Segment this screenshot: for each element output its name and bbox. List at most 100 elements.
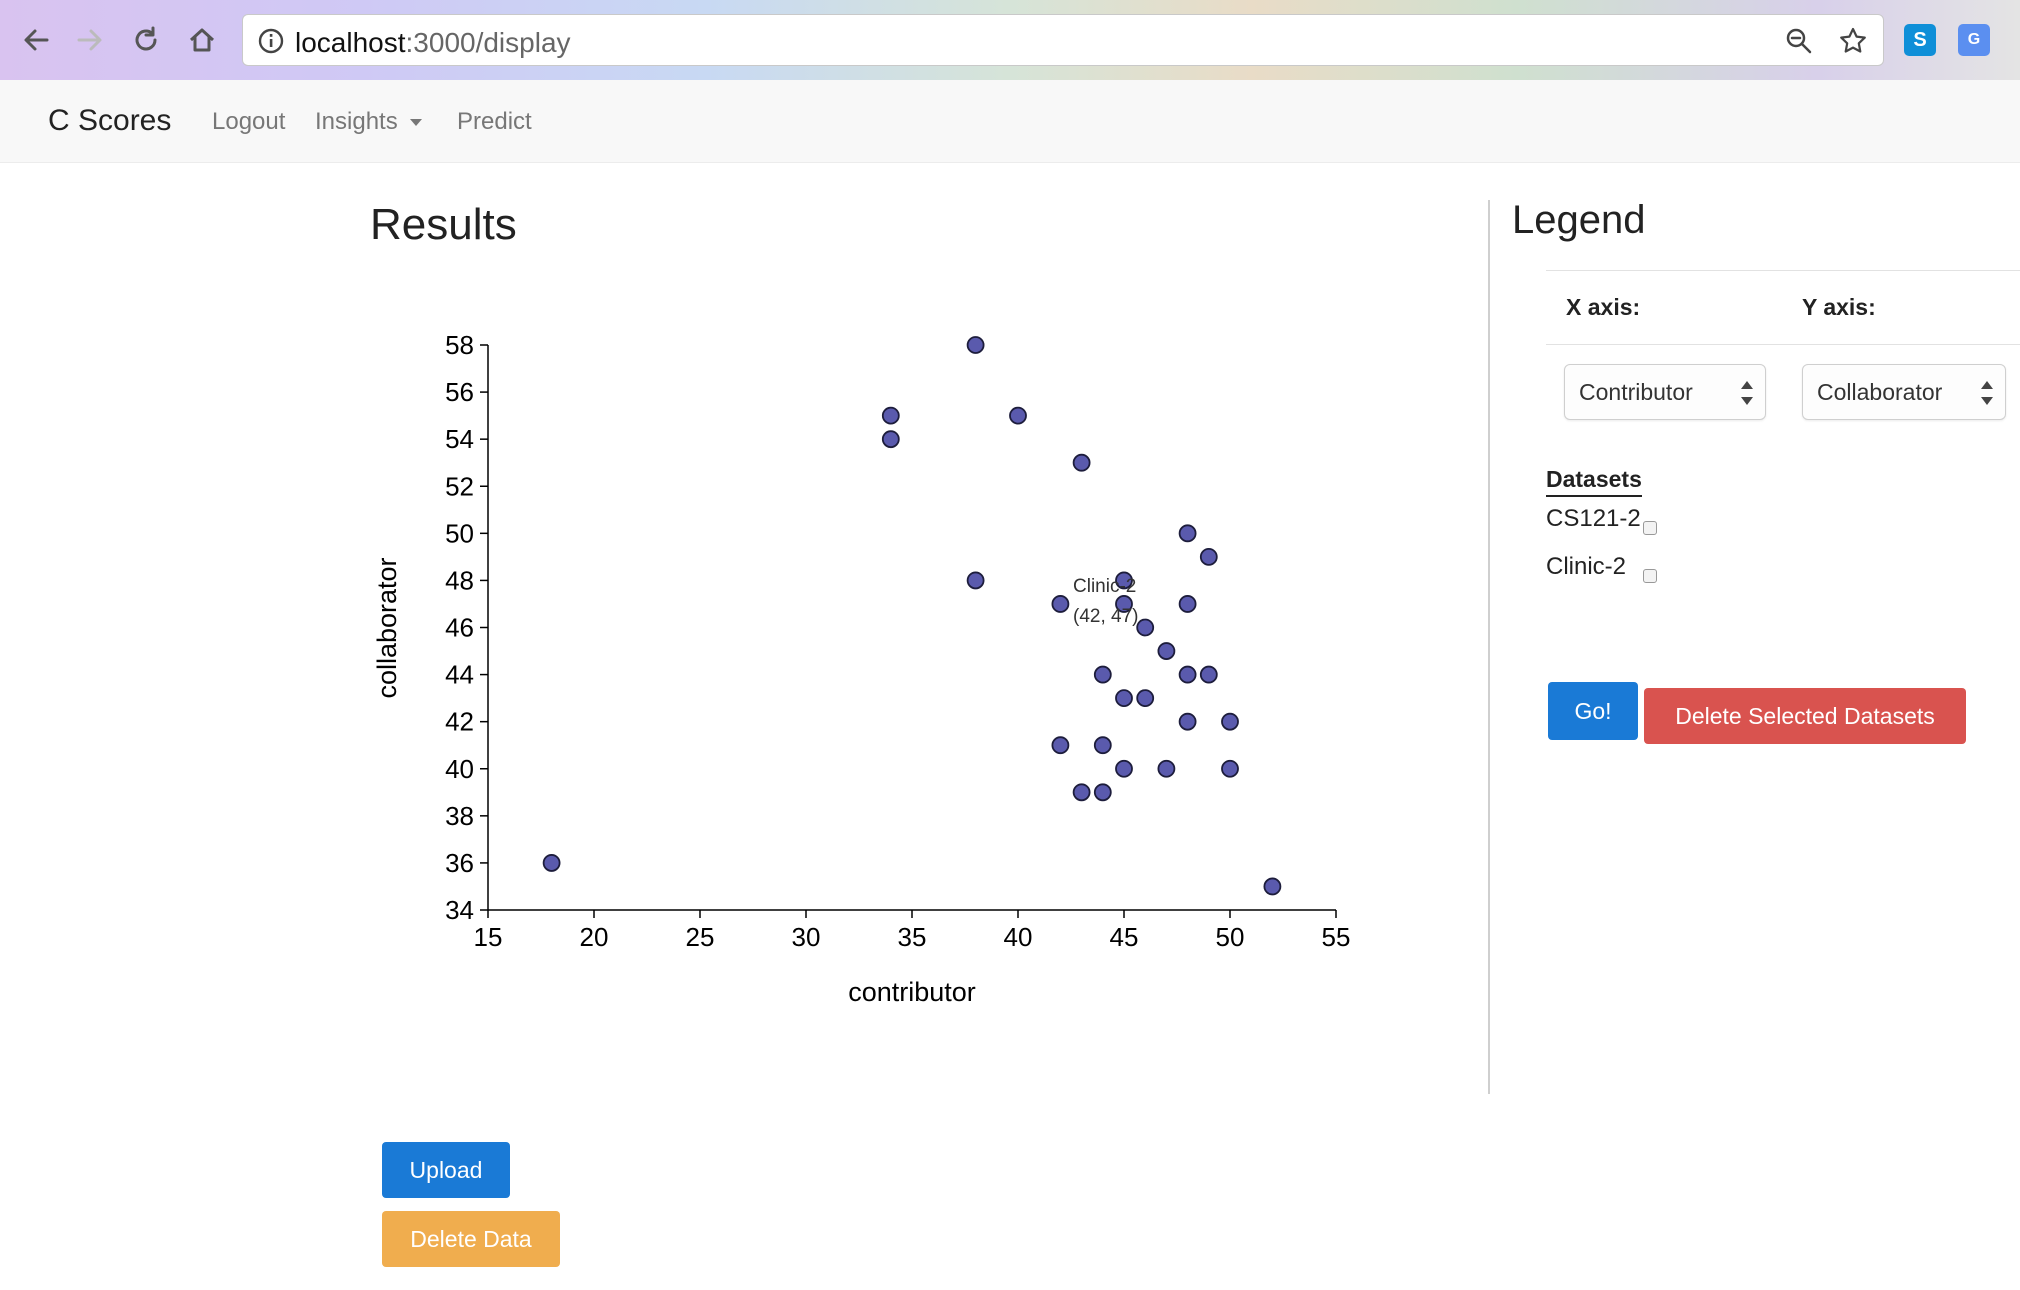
reload-icon[interactable] — [128, 22, 164, 58]
nav-predict[interactable]: Predict — [457, 108, 532, 135]
y-tick-label: 34 — [445, 895, 474, 925]
y-tick-label: 38 — [445, 801, 474, 831]
legend-title: Legend — [1512, 198, 1646, 242]
scatter-point[interactable] — [1093, 665, 1112, 684]
scatter-point[interactable] — [1093, 736, 1112, 755]
y-tick-label: 46 — [445, 613, 474, 643]
app-navbar: C Scores Logout Insights Predict — [0, 80, 2020, 163]
y-tick-label: 56 — [445, 377, 474, 407]
nav-insights-label: Insights — [315, 108, 398, 135]
y-axis-title: collaborator — [372, 557, 402, 698]
browser-chrome: localhost:3000/display S G — [0, 0, 2020, 80]
dataset-label-clinic: Clinic-2 — [1546, 553, 1627, 580]
scatter-point[interactable] — [1115, 595, 1133, 613]
y-tick-label: 50 — [445, 518, 474, 548]
bookmark-star-icon[interactable] — [1835, 23, 1871, 59]
x-axis-title: contributor — [848, 977, 976, 1007]
dataset-checkbox-cs121[interactable] — [1643, 521, 1657, 535]
y-tick-label: 40 — [445, 754, 474, 784]
back-arrow-icon[interactable] — [18, 22, 54, 58]
scatter-point[interactable] — [1157, 642, 1176, 660]
point-tooltip: Clinic-2 (42, 47) — [1073, 576, 1138, 627]
scatter-point[interactable] — [1093, 783, 1112, 802]
x-tick-label: 35 — [898, 922, 927, 952]
y-axis: 34 36 38 40 42 44 46 48 50 52 54 56 58 — [445, 330, 489, 925]
datasets-heading: Datasets — [1546, 466, 1642, 497]
y-tick-label: 58 — [445, 330, 474, 360]
x-tick-label: 55 — [1322, 922, 1351, 952]
scatter-chart: 34 36 38 40 42 44 46 48 50 52 54 56 58 15 20 25 30 35 40 4… — [372, 330, 1351, 1007]
scatter-point[interactable] — [1263, 877, 1282, 896]
nav-insights-dropdown[interactable]: Insights — [315, 108, 422, 136]
scatter-point[interactable] — [881, 430, 900, 449]
y-tick-label: 48 — [445, 565, 474, 595]
scatter-points — [542, 336, 1282, 896]
scatter-point[interactable] — [1136, 689, 1155, 708]
address-bar[interactable]: localhost:3000/display — [242, 14, 1884, 66]
info-icon[interactable] — [257, 27, 285, 60]
nav-logout[interactable]: Logout — [212, 108, 286, 135]
y-tick-label: 54 — [445, 424, 474, 454]
scatter-point[interactable] — [1009, 406, 1027, 425]
x-tick-label: 40 — [1004, 922, 1033, 952]
x-tick-label: 20 — [580, 922, 609, 952]
go-button[interactable]: Go! — [1548, 682, 1638, 740]
scatter-point[interactable] — [1115, 759, 1133, 778]
scatter-point[interactable] — [1199, 547, 1218, 566]
y-axis-label: Y axis: — [1802, 294, 1876, 320]
x-axis-select-value: Contributor — [1579, 379, 1693, 405]
translate-extension-icon[interactable]: G — [1958, 24, 1990, 56]
scatter-point[interactable] — [542, 854, 561, 872]
y-tick-label: 52 — [445, 471, 474, 501]
url-host: localhost — [295, 27, 406, 58]
home-icon[interactable] — [184, 22, 220, 58]
results-title: Results — [370, 200, 517, 249]
x-tick-label: 45 — [1110, 922, 1139, 952]
brand-link[interactable]: C Scores — [48, 104, 172, 137]
upload-button[interactable]: Upload — [382, 1142, 510, 1198]
scatter-point[interactable] — [1051, 595, 1070, 613]
scatter-point[interactable] — [881, 406, 900, 425]
scatter-point[interactable] — [1051, 736, 1070, 755]
caret-down-icon — [409, 119, 422, 127]
x-axis-label: X axis: — [1566, 294, 1641, 320]
y-tick-label: 36 — [445, 848, 474, 878]
x-axis-select[interactable]: Contributor — [1564, 364, 1766, 420]
y-axis-select-value: Collaborator — [1817, 379, 1943, 405]
delete-selected-datasets-button[interactable]: Delete Selected Datasets — [1644, 688, 1966, 744]
select-arrows-icon — [1981, 381, 1993, 405]
scatter-point[interactable] — [1221, 759, 1239, 778]
x-tick-label: 50 — [1216, 922, 1245, 952]
scatter-point[interactable] — [1178, 595, 1197, 613]
scatter-point[interactable] — [1157, 759, 1176, 778]
vertical-divider — [1488, 200, 1490, 1094]
scatter-point[interactable] — [1221, 712, 1239, 731]
forward-arrow-icon[interactable] — [72, 22, 108, 58]
scatter-point[interactable] — [1115, 571, 1133, 590]
x-tick-label: 25 — [686, 922, 715, 952]
zoom-icon[interactable] — [1781, 23, 1817, 59]
scatter-point[interactable] — [966, 336, 985, 354]
x-tick-label: 30 — [792, 922, 821, 952]
select-arrows-icon — [1741, 381, 1753, 405]
scatter-point[interactable] — [1178, 712, 1197, 731]
scatter-point[interactable] — [1072, 453, 1091, 472]
scatter-point[interactable] — [1199, 665, 1218, 684]
url-path: :3000/display — [405, 27, 571, 58]
y-tick-label: 44 — [445, 660, 474, 690]
x-tick-label: 15 — [474, 922, 503, 952]
dataset-checkbox-clinic[interactable] — [1643, 569, 1657, 583]
scatter-point[interactable] — [966, 571, 985, 590]
scatter-point[interactable] — [1136, 618, 1155, 637]
skype-extension-icon[interactable]: S — [1904, 24, 1936, 56]
delete-data-button[interactable]: Delete Data — [382, 1211, 560, 1267]
legend-divider — [1546, 344, 2020, 345]
scatter-point[interactable] — [1178, 665, 1197, 684]
dataset-label-cs121: CS121-2 — [1546, 505, 1641, 532]
scatter-point[interactable] — [1115, 689, 1133, 708]
y-tick-label: 42 — [445, 707, 474, 737]
scatter-point[interactable] — [1178, 524, 1197, 543]
y-axis-select[interactable]: Collaborator — [1802, 364, 2006, 420]
tooltip-name: Clinic-2 — [1073, 576, 1136, 597]
scatter-point[interactable] — [1072, 783, 1091, 802]
